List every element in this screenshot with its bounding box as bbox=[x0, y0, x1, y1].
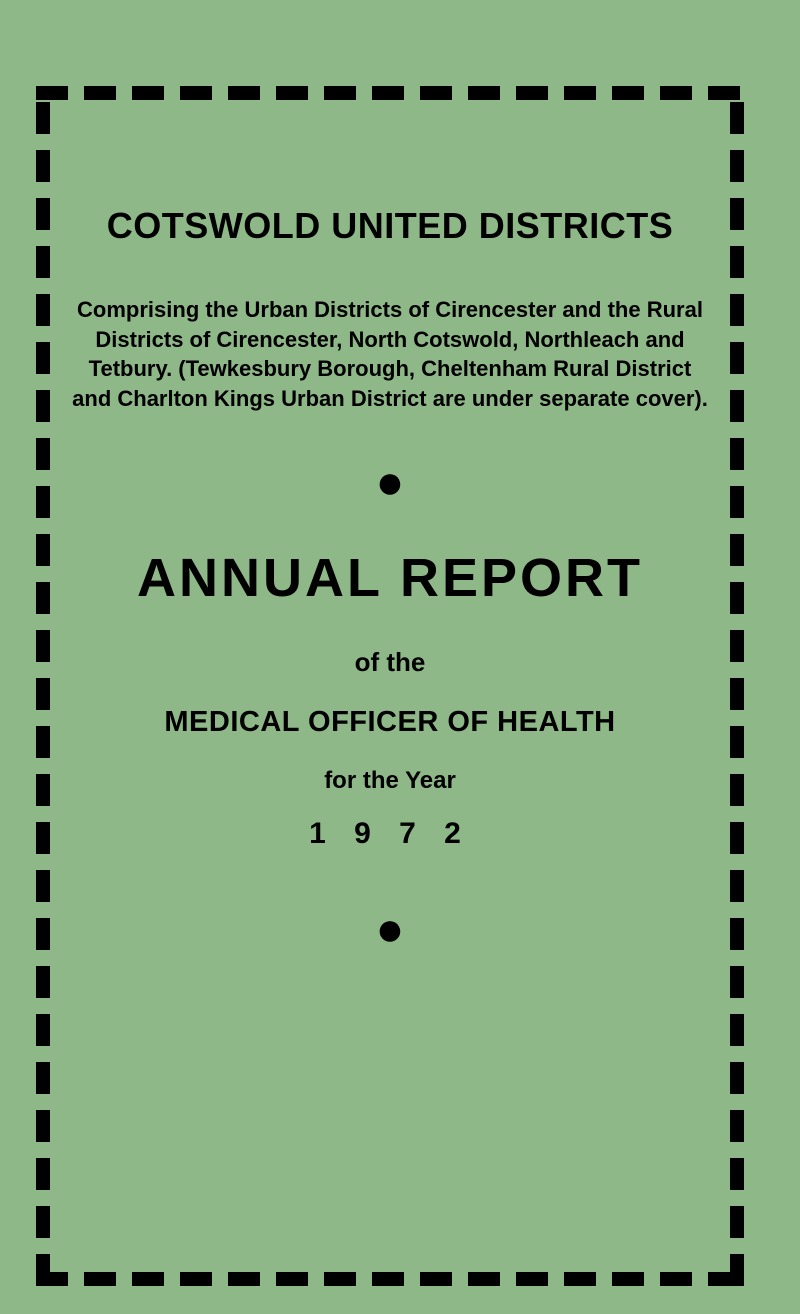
for-year-text: for the Year bbox=[60, 767, 720, 795]
description-text: Comprising the Urban Districts of Cirenc… bbox=[70, 295, 710, 414]
report-title: ANNUAL REPORT bbox=[60, 547, 720, 609]
border-bottom bbox=[36, 1272, 744, 1286]
border-right bbox=[730, 86, 744, 1286]
officer-title: MEDICAL OFFICER OF HEALTH bbox=[60, 706, 720, 739]
border-top bbox=[36, 86, 744, 100]
border-left bbox=[36, 86, 50, 1286]
year-text: 1 9 7 2 bbox=[60, 817, 720, 851]
bullet-separator-lower: ● bbox=[60, 906, 720, 954]
bullet-separator-upper: ● bbox=[60, 459, 720, 507]
document-content: COTSWOLD UNITED DISTRICTS Comprising the… bbox=[60, 100, 720, 1264]
main-title: COTSWOLD UNITED DISTRICTS bbox=[60, 205, 720, 247]
of-the-text: of the bbox=[60, 647, 720, 678]
